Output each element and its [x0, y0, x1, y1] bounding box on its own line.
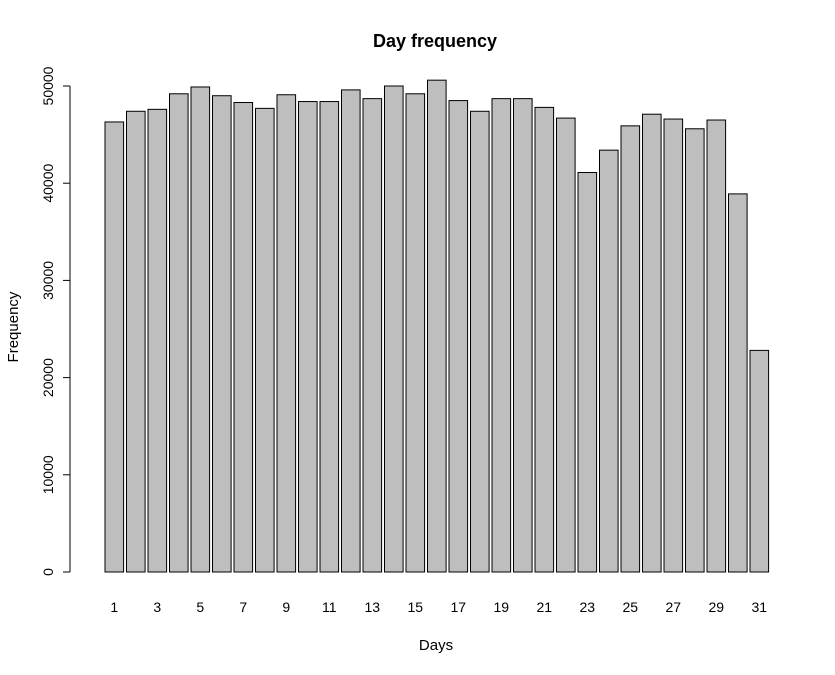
bar-day-10 [298, 101, 318, 573]
y-tick-label: 30000 [40, 261, 56, 300]
bar-day-30 [728, 193, 748, 573]
x-tick-label: 9 [282, 599, 290, 615]
bar-day-28 [685, 128, 705, 573]
bar-day-19 [491, 98, 512, 573]
bar-day-23 [577, 172, 598, 573]
y-axis-label: Frequency [5, 291, 22, 362]
bar-day-13 [362, 98, 383, 573]
x-tick-label: 17 [451, 599, 467, 615]
x-axis-label: Days [419, 637, 453, 654]
x-tick-label: 7 [239, 599, 247, 615]
y-tick-label: 50000 [40, 66, 56, 105]
x-tick-label: 13 [365, 599, 381, 615]
x-tick-label: 15 [408, 599, 424, 615]
bar-day-6 [212, 95, 232, 573]
bar-day-2 [126, 110, 146, 573]
bar-day-12 [341, 89, 361, 573]
y-tick-label: 40000 [40, 164, 56, 203]
bars [104, 79, 770, 573]
x-tick-label: 23 [580, 599, 596, 615]
x-tick-label: 29 [709, 599, 725, 615]
x-tick-label: 19 [494, 599, 510, 615]
bar-day-31 [749, 349, 770, 573]
y-tick-label: 10000 [40, 455, 56, 494]
bar-day-16 [427, 79, 447, 573]
bar-day-9 [276, 94, 297, 573]
bar-day-1 [104, 121, 125, 573]
bar-day-24 [599, 149, 619, 573]
x-tick-label: 1 [110, 599, 118, 615]
bar-day-5 [190, 86, 211, 573]
bar-day-15 [405, 93, 426, 573]
bar-day-8 [255, 107, 275, 573]
bar-day-26 [642, 113, 662, 573]
bar-day-18 [470, 110, 490, 573]
bar-day-29 [706, 119, 727, 573]
x-tick-label: 31 [752, 599, 768, 615]
bar-day-17 [448, 100, 469, 573]
x-tick-label: 21 [537, 599, 553, 615]
y-axis: 0 10000 20000 30000 40000 50000 [40, 66, 71, 576]
bar-day-20 [513, 98, 533, 573]
bar-day-14 [384, 85, 404, 573]
bar-day-11 [319, 101, 340, 573]
x-tick-label: 25 [623, 599, 639, 615]
x-tick-label: 5 [196, 599, 204, 615]
chart-title: Day frequency [373, 31, 497, 51]
bar-day-3 [147, 108, 168, 573]
bar-day-25 [620, 125, 641, 573]
x-axis-ticks: 1 3 5 7 9 11 13 15 17 19 21 23 25 27 29 31 [110, 599, 767, 615]
bar-day-21 [534, 106, 555, 573]
x-tick-label: 27 [666, 599, 682, 615]
y-tick-label: 0 [40, 568, 56, 576]
bar-day-22 [556, 117, 576, 573]
x-tick-label: 3 [153, 599, 161, 615]
y-tick-label: 20000 [40, 358, 56, 397]
bar-day-27 [663, 118, 684, 573]
bar-day-4 [169, 93, 189, 573]
x-tick-label: 11 [322, 599, 337, 615]
bar-day-7 [233, 102, 254, 573]
